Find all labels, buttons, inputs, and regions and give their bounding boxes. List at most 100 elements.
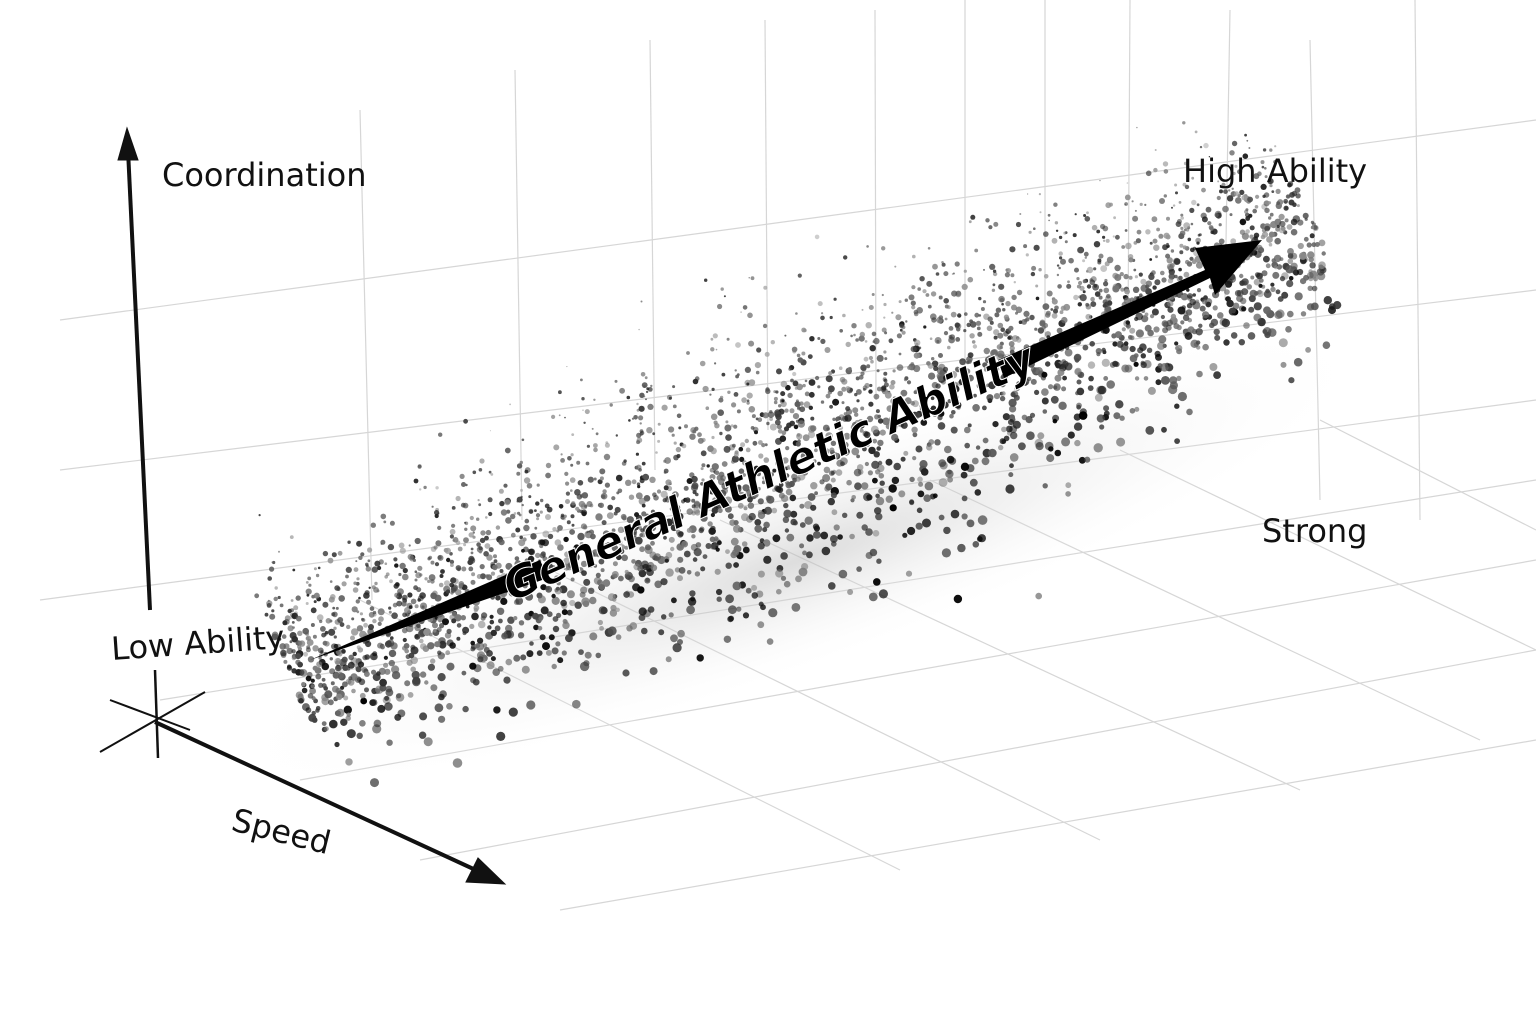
dot (372, 651, 378, 657)
dot (717, 303, 723, 310)
dot (297, 640, 303, 646)
dot (1328, 306, 1336, 315)
dot (774, 419, 781, 426)
dot (932, 493, 938, 499)
dot (1169, 376, 1178, 385)
dot (1274, 145, 1277, 148)
dot (332, 606, 336, 610)
dot (1246, 139, 1249, 142)
dot (997, 322, 1004, 329)
dot (324, 690, 333, 699)
dot (784, 480, 790, 485)
dot (727, 513, 734, 520)
dot (1212, 305, 1218, 311)
dot (1086, 266, 1094, 274)
dot (1028, 230, 1032, 234)
dot (907, 365, 912, 370)
dot (378, 616, 384, 622)
dot (878, 589, 889, 599)
dot (524, 612, 532, 621)
dot (470, 677, 477, 684)
dot (331, 612, 336, 617)
dot (881, 293, 884, 297)
dot (322, 550, 329, 557)
dot (1167, 306, 1174, 313)
dot (967, 423, 972, 428)
dot (878, 473, 885, 479)
dot (1229, 213, 1233, 217)
dot (1026, 431, 1035, 441)
dot (812, 459, 817, 463)
dot (975, 445, 981, 450)
dot (1160, 314, 1165, 320)
dot (1114, 331, 1122, 339)
dot (1178, 201, 1182, 204)
dot (1073, 294, 1079, 301)
dot (913, 365, 921, 373)
dot (546, 611, 553, 618)
dot (470, 525, 477, 532)
dot (1053, 383, 1061, 391)
dot (914, 412, 921, 419)
axis-label: Strong (1262, 512, 1367, 550)
dot (1226, 278, 1233, 285)
dot (544, 503, 550, 509)
dot (1077, 246, 1084, 254)
dot (456, 623, 462, 628)
dot (874, 507, 882, 515)
dot (1255, 194, 1260, 199)
dot (286, 665, 293, 671)
dot (833, 297, 837, 301)
dot (646, 387, 650, 391)
dot (1213, 371, 1221, 379)
dot (434, 641, 441, 648)
annotation: Low Ability (110, 618, 286, 668)
dot (804, 516, 813, 525)
dot (1008, 325, 1014, 331)
dot (438, 582, 444, 588)
dot (528, 509, 534, 514)
dot (397, 592, 402, 597)
dot (576, 460, 581, 465)
dot (694, 509, 701, 516)
dot (1257, 171, 1262, 176)
dot (1265, 263, 1271, 269)
dot (949, 370, 958, 379)
dot (900, 402, 908, 410)
dot (1154, 350, 1161, 357)
dot (1059, 256, 1063, 260)
dot (943, 331, 949, 336)
dot (650, 540, 655, 546)
dot (1318, 239, 1326, 247)
dot (701, 478, 705, 482)
dot (379, 678, 387, 687)
dot (1271, 258, 1276, 263)
dot (449, 642, 456, 649)
dot (650, 509, 656, 514)
dot (1306, 242, 1312, 248)
dot (785, 384, 791, 391)
dot (749, 468, 756, 475)
dot (822, 474, 831, 483)
dot (569, 599, 576, 607)
dot (994, 312, 1000, 318)
dot (746, 392, 753, 399)
dot (515, 527, 521, 533)
dot (966, 360, 970, 365)
dot (982, 405, 987, 411)
dot (700, 566, 706, 572)
dot (1119, 272, 1124, 277)
dot (968, 352, 972, 356)
dot (607, 626, 617, 636)
dot (702, 554, 708, 559)
dot (622, 526, 628, 533)
dot (1105, 238, 1110, 243)
dot (480, 615, 486, 621)
dot (435, 540, 442, 547)
dot (943, 375, 949, 381)
dot (368, 624, 374, 630)
dot (754, 519, 762, 526)
dot (493, 706, 501, 714)
dot (371, 669, 377, 675)
dot (845, 406, 851, 412)
